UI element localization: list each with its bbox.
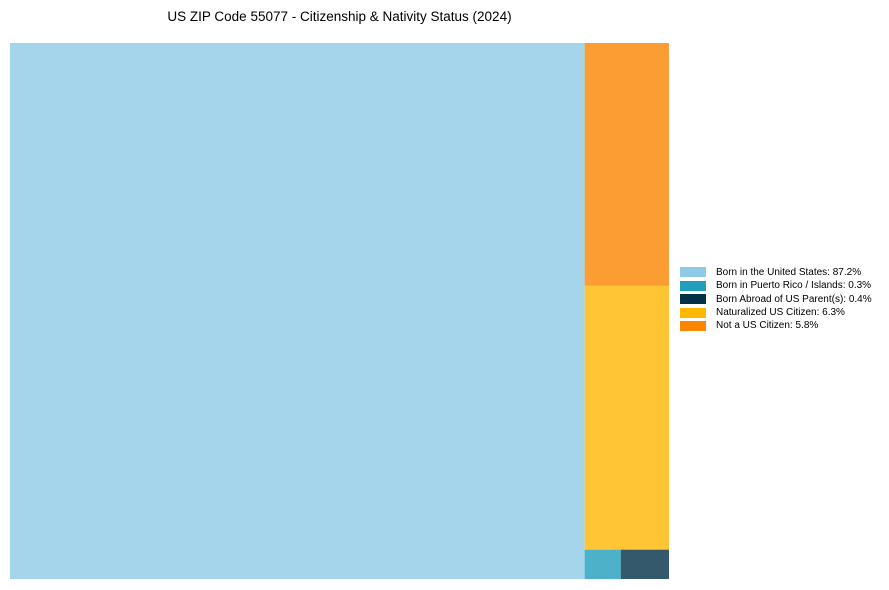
tile-naturalized-us-citizen [584,285,669,550]
legend-label: Naturalized US Citizen: 6.3% [716,307,845,319]
legend-label: Not a US Citizen: 5.8% [716,320,819,332]
legend-item: Born Abroad of US Parent(s): 0.4% [680,293,872,306]
legend-label: Born Abroad of US Parent(s): 0.4% [716,293,872,305]
legend-label: Born in Puerto Rico / Islands: 0.3% [716,280,872,292]
legend-label: Born in the United States: 87.2% [716,266,862,278]
legend-swatch [680,267,706,278]
tile-born-in-the-united-states [10,43,585,579]
legend: Born in the United States: 87.2% Born in … [680,266,872,333]
tile-not-a-us-citizen [584,43,669,286]
legend-swatch [680,280,706,291]
legend-item: Born in Puerto Rico / Islands: 0.3% [680,279,872,292]
legend-item: Born in the United States: 87.2% [680,266,872,279]
tile-born-abroad-of-us-parent-s- [620,549,669,579]
legend-swatch [680,320,706,331]
chart-title: US ZIP Code 55077 - Citizenship & Nativi… [167,9,512,24]
legend-item: Naturalized US Citizen: 6.3% [680,306,872,319]
legend-swatch [680,307,706,318]
legend-swatch [680,294,706,305]
legend-item: Not a US Citizen: 5.8% [680,320,872,333]
tile-born-in-puerto-rico-islands [584,549,621,579]
